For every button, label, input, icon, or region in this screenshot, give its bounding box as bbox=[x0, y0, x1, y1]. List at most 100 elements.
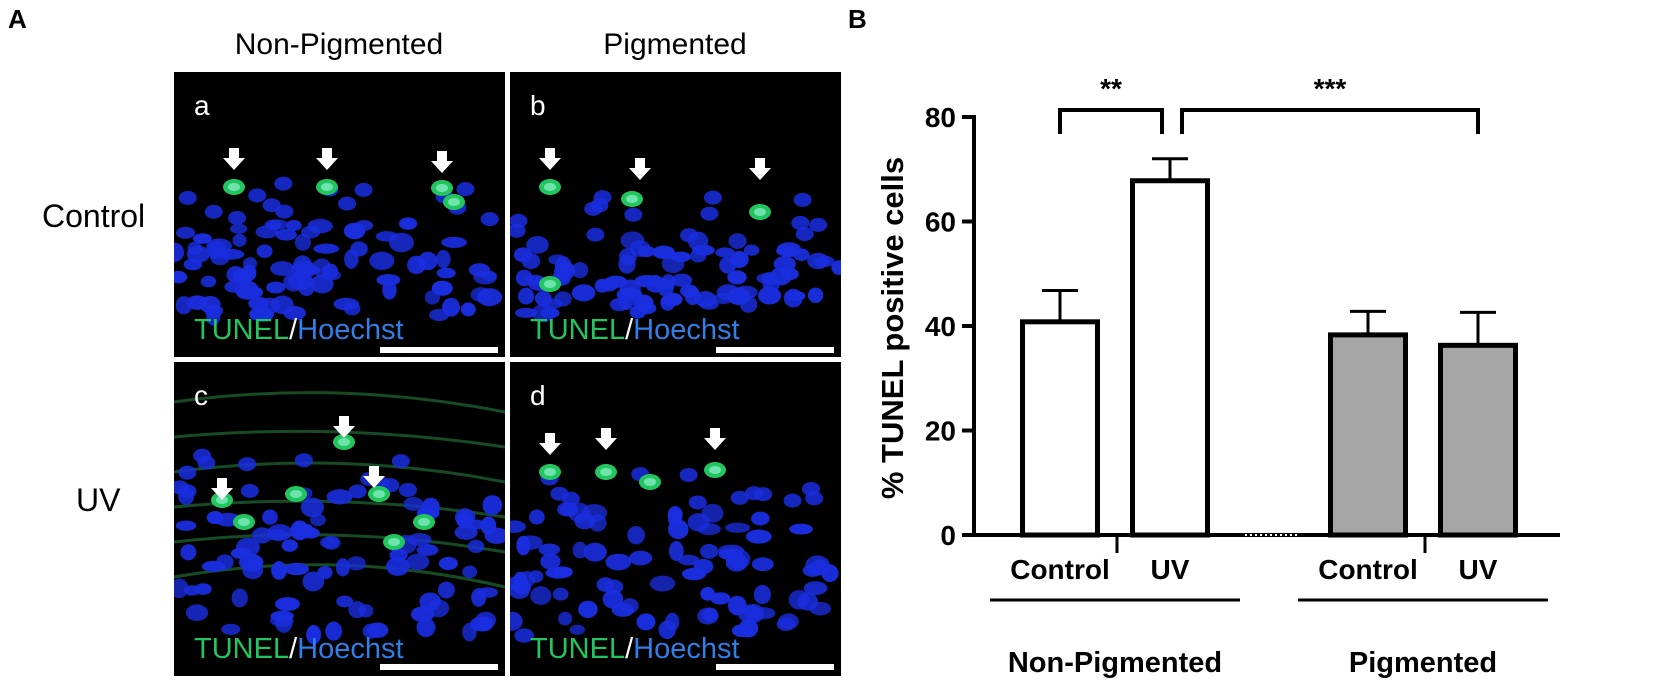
nucleus bbox=[174, 242, 185, 263]
nucleus bbox=[554, 291, 572, 307]
nucleus bbox=[738, 619, 759, 638]
y-tick-label: 80 bbox=[925, 102, 956, 133]
nucleus bbox=[274, 176, 293, 191]
arrow-icon bbox=[223, 148, 245, 170]
nucleus bbox=[375, 231, 398, 242]
stain-label: TUNEL/Hoechst bbox=[194, 314, 404, 347]
nucleus bbox=[382, 280, 397, 300]
nucleus bbox=[805, 491, 824, 506]
nucleus bbox=[418, 251, 438, 271]
nucleus bbox=[751, 557, 774, 572]
arrow-icon bbox=[363, 466, 385, 488]
tunel-core bbox=[544, 183, 556, 191]
bar bbox=[1438, 342, 1518, 538]
nucleus bbox=[744, 486, 763, 501]
nucleus bbox=[441, 236, 467, 248]
tunel-core bbox=[238, 518, 250, 526]
nucleus bbox=[783, 493, 802, 508]
tunel-core bbox=[544, 468, 556, 476]
nucleus bbox=[184, 585, 201, 596]
nucleus bbox=[183, 258, 203, 271]
nucleus bbox=[275, 597, 300, 611]
nucleus bbox=[679, 468, 698, 483]
nucleus bbox=[438, 556, 458, 571]
nucleus bbox=[270, 261, 295, 276]
nucleus bbox=[728, 233, 747, 249]
nucleus bbox=[482, 495, 503, 516]
hoechst-label: Hoechst bbox=[297, 314, 404, 346]
nucleus bbox=[645, 274, 665, 293]
nucleus bbox=[302, 571, 325, 592]
tunel-label: TUNEL bbox=[194, 633, 290, 665]
arrow-icon bbox=[316, 148, 338, 170]
nucleus bbox=[545, 567, 571, 579]
nucleus bbox=[343, 222, 366, 240]
nucleus bbox=[778, 613, 799, 630]
nucleus bbox=[753, 584, 771, 605]
nucleus bbox=[200, 275, 217, 288]
nucleus bbox=[627, 526, 645, 545]
row-header-uv: UV bbox=[76, 482, 121, 518]
micrograph-b: b TUNEL/Hoechst bbox=[510, 72, 841, 357]
nucleus bbox=[284, 562, 309, 576]
tunel-core bbox=[321, 183, 333, 191]
nucleus bbox=[593, 190, 612, 205]
nucleus bbox=[552, 587, 569, 601]
scale-bar bbox=[380, 664, 498, 670]
nucleus bbox=[178, 190, 197, 205]
nucleus bbox=[398, 217, 418, 230]
nucleus bbox=[789, 523, 813, 535]
nucleus bbox=[224, 280, 244, 293]
nucleus bbox=[807, 287, 824, 304]
nucleus bbox=[757, 286, 782, 305]
nucleus bbox=[649, 575, 676, 592]
nucleus bbox=[569, 624, 586, 635]
nucleus bbox=[609, 297, 629, 312]
col-header-non-pigmented: Non-Pigmented bbox=[234, 28, 444, 61]
nucleus bbox=[596, 577, 615, 592]
nucleus bbox=[725, 522, 751, 533]
tissue-fiber bbox=[174, 391, 505, 414]
nucleus bbox=[677, 554, 700, 566]
nucleus bbox=[831, 260, 841, 275]
nucleus bbox=[238, 457, 257, 472]
nucleus bbox=[251, 527, 273, 544]
nucleus bbox=[744, 603, 764, 624]
nucleus bbox=[540, 553, 561, 570]
nucleus bbox=[442, 297, 460, 317]
nucleus bbox=[803, 581, 828, 596]
panel-letter-c: c bbox=[194, 380, 208, 411]
nucleus bbox=[398, 482, 417, 497]
nucleus bbox=[510, 520, 526, 533]
tunel-core bbox=[544, 280, 556, 288]
group-label: Pigmented bbox=[1349, 647, 1497, 679]
bar bbox=[1328, 332, 1408, 538]
tunel-label: TUNEL bbox=[530, 633, 626, 665]
nucleus bbox=[231, 588, 248, 608]
nucleus bbox=[687, 513, 710, 532]
nucleus bbox=[518, 287, 535, 305]
nucleus bbox=[809, 217, 828, 232]
tunel-core bbox=[418, 518, 430, 526]
nucleus bbox=[178, 465, 197, 480]
nucleus bbox=[270, 610, 294, 622]
hoechst-label: Hoechst bbox=[297, 633, 404, 665]
arrow-icon bbox=[539, 433, 561, 455]
nucleus bbox=[793, 248, 810, 261]
arrow-icon bbox=[539, 148, 561, 170]
nucleus bbox=[510, 611, 523, 631]
nucleus bbox=[275, 228, 297, 241]
nucleus bbox=[716, 284, 740, 301]
significance-bracket bbox=[1058, 108, 1164, 134]
nucleus bbox=[247, 286, 263, 298]
nucleus bbox=[719, 256, 737, 274]
bar bbox=[1130, 178, 1210, 538]
nucleus bbox=[376, 274, 401, 286]
nucleus bbox=[436, 267, 456, 279]
nucleus bbox=[216, 554, 234, 570]
nucleus bbox=[206, 511, 224, 525]
arrow-icon bbox=[629, 158, 651, 180]
nucleus bbox=[680, 228, 699, 243]
nucleus bbox=[262, 198, 281, 213]
nucleus bbox=[471, 588, 487, 607]
